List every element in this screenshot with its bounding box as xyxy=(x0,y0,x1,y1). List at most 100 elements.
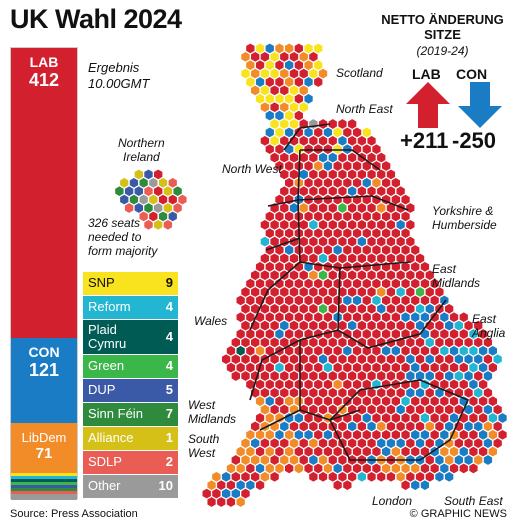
constituency-hex xyxy=(386,437,396,449)
constituency-hex xyxy=(434,286,445,298)
constituency-hex xyxy=(371,143,382,155)
constituency-hex xyxy=(235,294,246,306)
constituency-hex xyxy=(298,420,309,432)
constituency-hex xyxy=(366,252,377,264)
constituency-hex xyxy=(391,278,401,290)
constituency-hex xyxy=(284,110,294,122)
constituency-hex xyxy=(381,446,391,458)
constituency-hex xyxy=(347,286,357,298)
constituency-hex xyxy=(337,387,348,399)
constituency-hex xyxy=(158,194,168,206)
constituency-hex xyxy=(337,135,348,147)
up-arrow-icon xyxy=(406,82,450,128)
party-seats: 4 xyxy=(165,329,173,344)
constituency-hex xyxy=(410,462,421,474)
constituency-hex xyxy=(483,420,493,432)
constituency-hex xyxy=(255,328,265,340)
constituency-hex xyxy=(405,202,416,214)
constituency-hex xyxy=(434,336,445,348)
constituency-hex xyxy=(366,320,377,332)
constituency-hex xyxy=(391,294,401,306)
constituency-hex xyxy=(410,261,421,273)
constituency-hex xyxy=(323,278,333,290)
constituency-hex xyxy=(405,320,416,332)
constituency-hex xyxy=(449,378,459,390)
constituency-hex xyxy=(308,286,319,298)
constituency-hex xyxy=(294,378,304,390)
constituency-hex xyxy=(327,269,338,281)
constituency-hex xyxy=(313,378,324,390)
constituency-hex xyxy=(289,454,299,466)
constituency-hex xyxy=(260,269,270,281)
con-segment-value: 121 xyxy=(28,360,60,380)
constituency-hex xyxy=(352,210,362,222)
constituency-hex xyxy=(463,320,474,332)
constituency-hex xyxy=(303,210,314,222)
constituency-hex xyxy=(235,496,246,508)
constituency-hex xyxy=(143,219,154,231)
constituency-hex xyxy=(386,404,396,416)
constituency-hex xyxy=(395,286,406,298)
party-seats: 7 xyxy=(165,406,173,421)
constituency-hex xyxy=(313,160,324,172)
constituency-hex xyxy=(269,387,280,399)
constituency-hex xyxy=(255,429,265,441)
region-border-line xyxy=(300,149,381,171)
constituency-hex xyxy=(386,252,396,264)
constituency-hex xyxy=(289,118,299,130)
constituency-hex xyxy=(211,471,222,483)
constituency-hex xyxy=(245,429,256,441)
net-change-period: (2019-24) xyxy=(416,44,469,58)
constituency-hex xyxy=(303,429,314,441)
constituency-hex xyxy=(361,395,372,407)
constituency-hex xyxy=(424,387,435,399)
constituency-hex xyxy=(274,362,285,374)
constituency-hex xyxy=(313,462,324,474)
source-note: Source: Press Association xyxy=(10,508,138,520)
constituency-hex xyxy=(337,336,348,348)
constituency-hex xyxy=(376,286,387,298)
constituency-hex xyxy=(371,462,382,474)
constituency-hex xyxy=(260,51,270,63)
constituency-hex xyxy=(347,168,357,180)
constituency-hex xyxy=(138,177,149,189)
constituency-hex xyxy=(327,236,338,248)
constituency-hex xyxy=(391,210,401,222)
constituency-hex xyxy=(400,244,411,256)
constituency-hex xyxy=(269,118,280,130)
constituency-hex xyxy=(473,437,484,449)
constituency-hex xyxy=(361,244,372,256)
constituency-hex xyxy=(289,51,299,63)
constituency-hex xyxy=(153,202,163,214)
constituency-hex xyxy=(357,236,367,248)
constituency-hex xyxy=(352,412,362,424)
constituency-hex xyxy=(318,252,328,264)
lab-segment-label: LAB xyxy=(29,54,59,70)
constituency-hex xyxy=(342,177,353,189)
constituency-hex xyxy=(245,76,256,88)
constituency-hex xyxy=(168,210,178,222)
constituency-hex xyxy=(308,471,319,483)
constituency-hex xyxy=(415,286,425,298)
constituency-hex xyxy=(323,227,333,239)
constituency-hex xyxy=(332,345,343,357)
constituency-hex xyxy=(264,126,275,138)
constituency-hex xyxy=(371,328,382,340)
constituency-hex xyxy=(308,68,319,80)
constituency-hex xyxy=(478,345,488,357)
constituency-hex xyxy=(357,168,367,180)
constituency-hex xyxy=(361,311,372,323)
constituency-hex xyxy=(381,412,391,424)
constituency-hex xyxy=(381,328,391,340)
constituency-hex xyxy=(279,252,290,264)
constituency-hex xyxy=(400,462,411,474)
constituency-hex xyxy=(415,471,425,483)
constituency-hex xyxy=(434,320,445,332)
constituency-hex xyxy=(347,353,357,365)
constituency-hex xyxy=(298,454,309,466)
constituency-hex xyxy=(303,244,314,256)
constituency-hex xyxy=(284,294,294,306)
constituency-hex xyxy=(303,311,314,323)
region-border-line xyxy=(297,195,409,211)
constituency-hex xyxy=(361,429,372,441)
